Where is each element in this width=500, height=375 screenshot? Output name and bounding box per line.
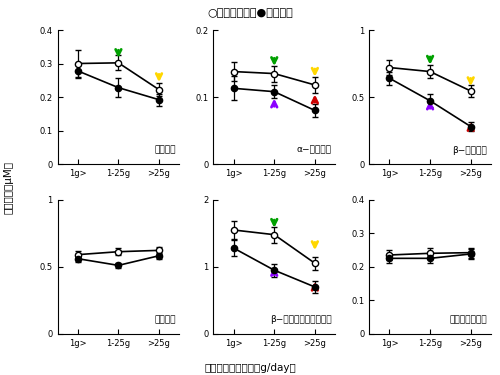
Text: β−クリプトキサンチン: β−クリプトキサンチン <box>270 315 332 324</box>
Text: β−カロテン: β−カロテン <box>452 146 488 154</box>
Text: ○：非喫煙者、●：喫煙者: ○：非喫煙者、●：喫煙者 <box>207 8 293 18</box>
Text: α−カロテン: α−カロテン <box>296 146 332 154</box>
Text: リコペン: リコペン <box>154 146 176 154</box>
Text: アルコール摄取量（g/day）: アルコール摄取量（g/day） <box>204 363 296 373</box>
Text: ゼアキサンチン: ゼアキサンチン <box>450 315 488 324</box>
Text: 血清濃度（μM）: 血清濃度（μM） <box>4 161 14 214</box>
Text: ルテイン: ルテイン <box>154 315 176 324</box>
